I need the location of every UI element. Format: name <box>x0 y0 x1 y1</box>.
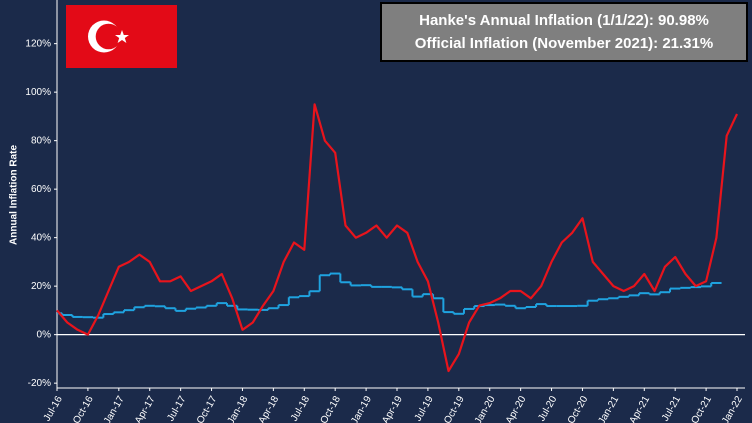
y-tick-label: 40% <box>31 232 51 243</box>
y-tick-label: -20% <box>28 378 51 389</box>
y-axis-label: Annual Inflation Rate <box>9 145 20 245</box>
annotation: Hanke's Annual Inflation (1/1/22): 90.98… <box>419 12 709 29</box>
y-tick-label: 60% <box>31 184 51 195</box>
series-line <box>56 103 738 373</box>
annotation-box <box>380 2 748 62</box>
y-tick-label: 20% <box>31 281 51 292</box>
flag <box>66 5 177 68</box>
y-tick-label: 0% <box>37 329 52 340</box>
y-tick-label: 100% <box>25 87 51 98</box>
flag-crescent-cut <box>95 23 122 50</box>
annotation: Official Inflation (November 2021): 21.3… <box>415 35 713 52</box>
y-tick-label: 120% <box>25 38 51 49</box>
y-tick-label: 80% <box>31 135 51 146</box>
flag-star <box>115 30 129 43</box>
